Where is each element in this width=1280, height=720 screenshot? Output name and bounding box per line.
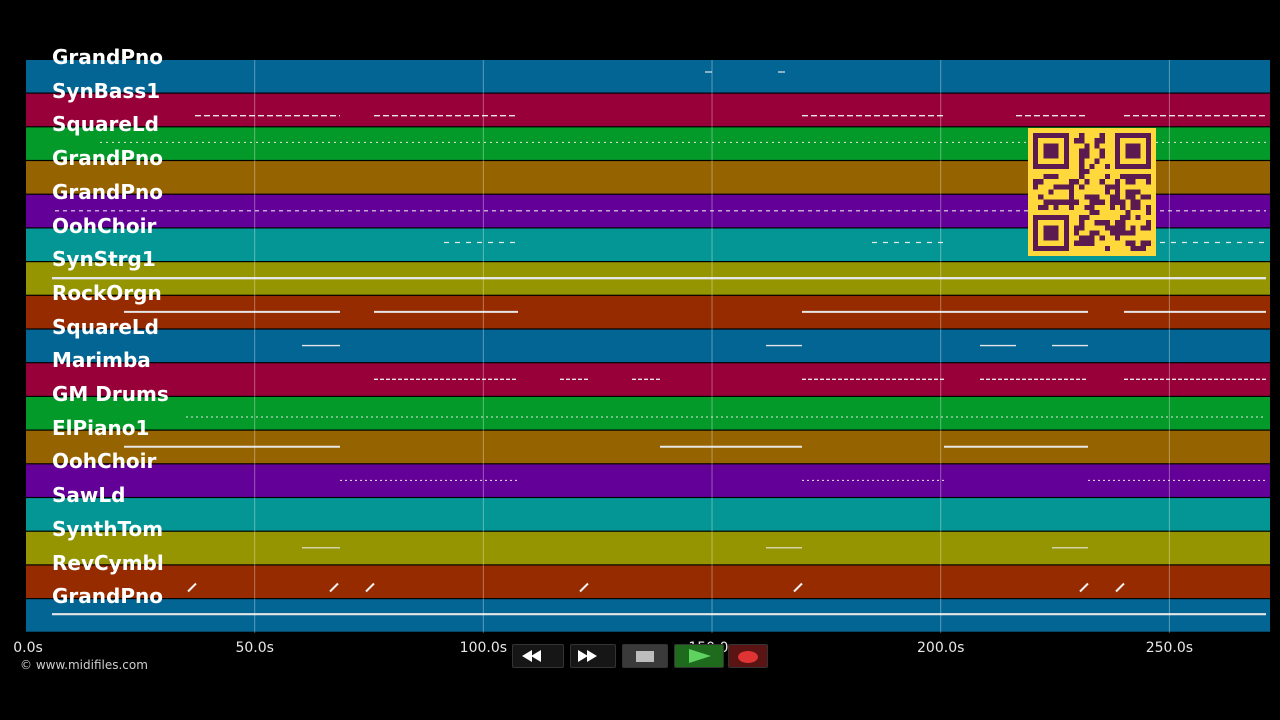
track-name: OohChoir [52,449,157,474]
track-name: RockOrgn [52,280,162,305]
track-name: Marimba [52,348,151,373]
fast-forward-icon [578,650,597,662]
track-lane[interactable] [26,464,1270,497]
track-lane[interactable] [26,498,1270,531]
rewind-button[interactable] [512,644,564,668]
fast-forward-button[interactable] [570,644,616,668]
rewind-icon [522,650,541,662]
time-tick-label: 100.0s [459,640,508,656]
time-gridlines [254,60,1170,633]
track-name: GrandPno [52,584,163,609]
track-name: GrandPno [52,179,163,204]
track-name: GrandPno [52,146,163,171]
track-lane[interactable] [26,60,1270,93]
note-segment [365,582,375,593]
stop-icon [636,651,654,662]
note-segment [1115,582,1125,593]
track-lane[interactable] [26,93,1270,127]
transport-controls [512,644,768,670]
track-lane[interactable] [26,397,1270,430]
time-tick-label: 200.0s [917,640,965,656]
qr-code[interactable] [1028,128,1156,256]
note-segment [329,582,339,593]
track-name: RevCymbl [52,550,164,575]
stop-button[interactable] [622,644,668,668]
record-icon [738,651,758,663]
track-name: SquareLd [52,112,159,137]
copyright-text: © www.midifiles.com [20,658,148,672]
track-lane[interactable] [26,599,1270,632]
note-segment [579,582,589,593]
track-name: GrandPno [52,45,163,69]
play-icon [689,649,711,663]
track-name: SynStrg1 [52,247,156,272]
track-name: OohChoir [52,213,157,238]
play-button[interactable] [674,644,724,668]
note-segment [1079,582,1089,593]
time-tick-label: 250.0s [1145,640,1194,656]
track-name: SynthTom [52,516,164,541]
record-button[interactable] [728,644,768,668]
time-tick-label: 0.0s [13,640,43,656]
time-tick-label: 50.0s [235,640,274,656]
track-name: ElPiano1 [52,415,150,440]
track-name: SynBass1 [52,78,161,103]
track-name: SquareLd [52,314,159,339]
note-segment [187,582,197,593]
track-name: GM Drums [52,382,169,406]
track-lane[interactable] [26,565,1270,599]
note-segment [793,582,803,593]
track-name: SawLd [52,483,126,508]
